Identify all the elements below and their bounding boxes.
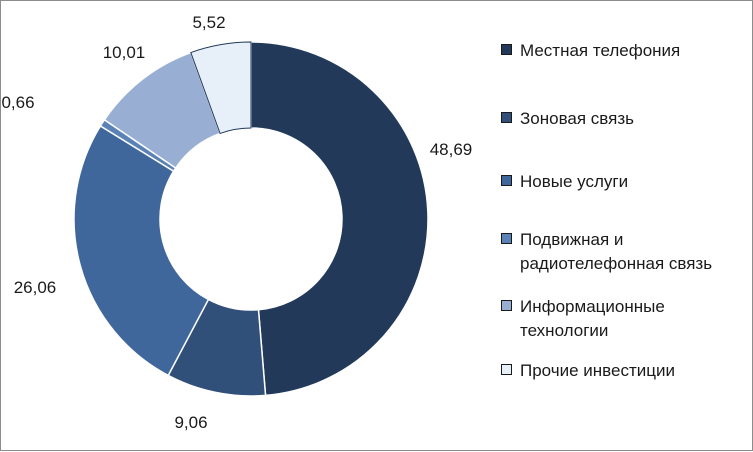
legend-item-1: Местная телефония <box>501 39 746 63</box>
legend-item-5: Информационные технологии <box>501 295 746 343</box>
legend-label-line: Зоновая связь <box>520 109 634 128</box>
slice-6 <box>190 41 252 135</box>
legend-label-line: Местная телефония <box>520 41 681 60</box>
legend-label-1: Местная телефония <box>520 39 680 63</box>
data-label-2: 9,06 <box>174 413 207 432</box>
legend-item-2: Зоновая связь <box>501 107 746 131</box>
data-label-6: 5,52 <box>192 13 225 32</box>
legend-label-line: радиотелефонная связь <box>520 254 713 273</box>
legend-label-line: Подвижная и <box>520 230 624 249</box>
legend-swatch-4 <box>501 233 512 244</box>
data-label-1: 48,69 <box>430 140 473 159</box>
slice-3 <box>73 124 210 377</box>
legend-label-2: Зоновая связь <box>520 107 634 131</box>
legend-label-6: Прочие инвестиции <box>520 359 675 383</box>
legend-swatch-3 <box>501 175 512 186</box>
data-labels-group: 48,69 9,06 26,06 0,66 10,01 5,52 <box>1 13 472 432</box>
data-label-3: 26,06 <box>14 278 57 297</box>
legend-swatch-6 <box>501 364 512 375</box>
data-label-4: 0,66 <box>1 93 34 112</box>
legend-label-4: Подвижная и радиотелефонная связь <box>520 228 712 276</box>
slice-1 <box>250 41 429 397</box>
legend-label-line: Прочие инвестиции <box>520 361 675 380</box>
legend-item-6: Прочие инвестиции <box>501 359 746 383</box>
legend-item-3: Новые услуги <box>501 170 746 194</box>
legend-item-4: Подвижная и радиотелефонная связь <box>501 228 746 276</box>
legend-label-line: Информационные <box>520 297 665 316</box>
legend-label-line: технологии <box>520 321 609 340</box>
legend-swatch-1 <box>501 44 512 55</box>
legend-label-5: Информационные технологии <box>520 295 665 343</box>
legend-label-line: Новые услуги <box>520 172 629 191</box>
data-label-5: 10,01 <box>103 43 146 62</box>
legend-swatch-5 <box>501 300 512 311</box>
legend-label-3: Новые услуги <box>520 170 628 194</box>
legend-swatch-2 <box>501 112 512 123</box>
slices-group <box>73 41 429 397</box>
